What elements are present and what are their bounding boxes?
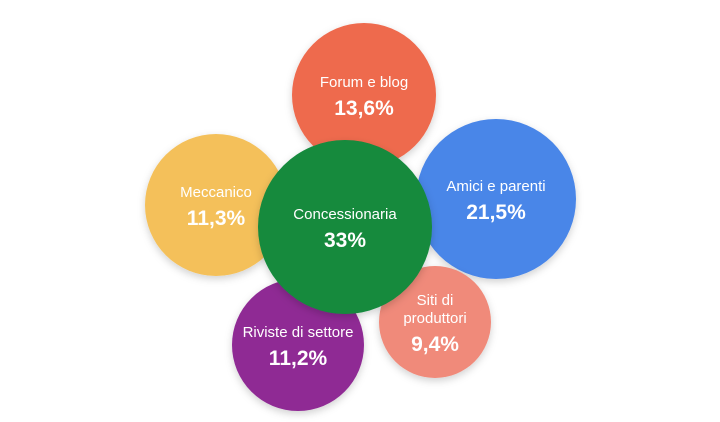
bubble-value-concessionaria: 33% bbox=[324, 229, 366, 252]
bubble-name-siti-di-produttori-1: produttori bbox=[403, 310, 466, 327]
bubble-circle-forum-e-blog bbox=[292, 23, 436, 167]
bubble-name-riviste-di-settore: Riviste di settore bbox=[243, 324, 354, 341]
bubble-meccanico: Meccanico 11,3% bbox=[145, 134, 287, 276]
bubble-name-forum-e-blog: Forum e blog bbox=[320, 74, 408, 91]
bubble-value-meccanico: 11,3% bbox=[187, 207, 246, 230]
bubble-value-siti-di-produttori: 9,4% bbox=[411, 333, 459, 356]
bubble-concessionaria: Concessionaria 33% bbox=[258, 140, 432, 314]
bubble-value-forum-e-blog: 13,6% bbox=[334, 97, 394, 120]
bubble-circle-meccanico bbox=[145, 134, 287, 276]
bubble-forum-e-blog: Forum e blog 13,6% bbox=[292, 23, 436, 167]
bubble-name-concessionaria: Concessionaria bbox=[293, 206, 397, 223]
bubble-name-meccanico: Meccanico bbox=[180, 184, 252, 201]
bubble-name-amici-e-parenti: Amici e parenti bbox=[446, 178, 545, 195]
bubble-circle-concessionaria bbox=[258, 140, 432, 314]
bubble-value-amici-e-parenti: 21,5% bbox=[466, 201, 526, 224]
bubble-name-siti-di-produttori-0: Siti di bbox=[417, 292, 454, 309]
bubble-value-riviste-di-settore: 11,2% bbox=[269, 347, 328, 370]
bubble-circle-siti-di-produttori bbox=[379, 266, 491, 378]
bubble-circle-amici-e-parenti bbox=[416, 119, 576, 279]
bubble-amici-e-parenti: Amici e parenti 21,5% bbox=[416, 119, 576, 279]
